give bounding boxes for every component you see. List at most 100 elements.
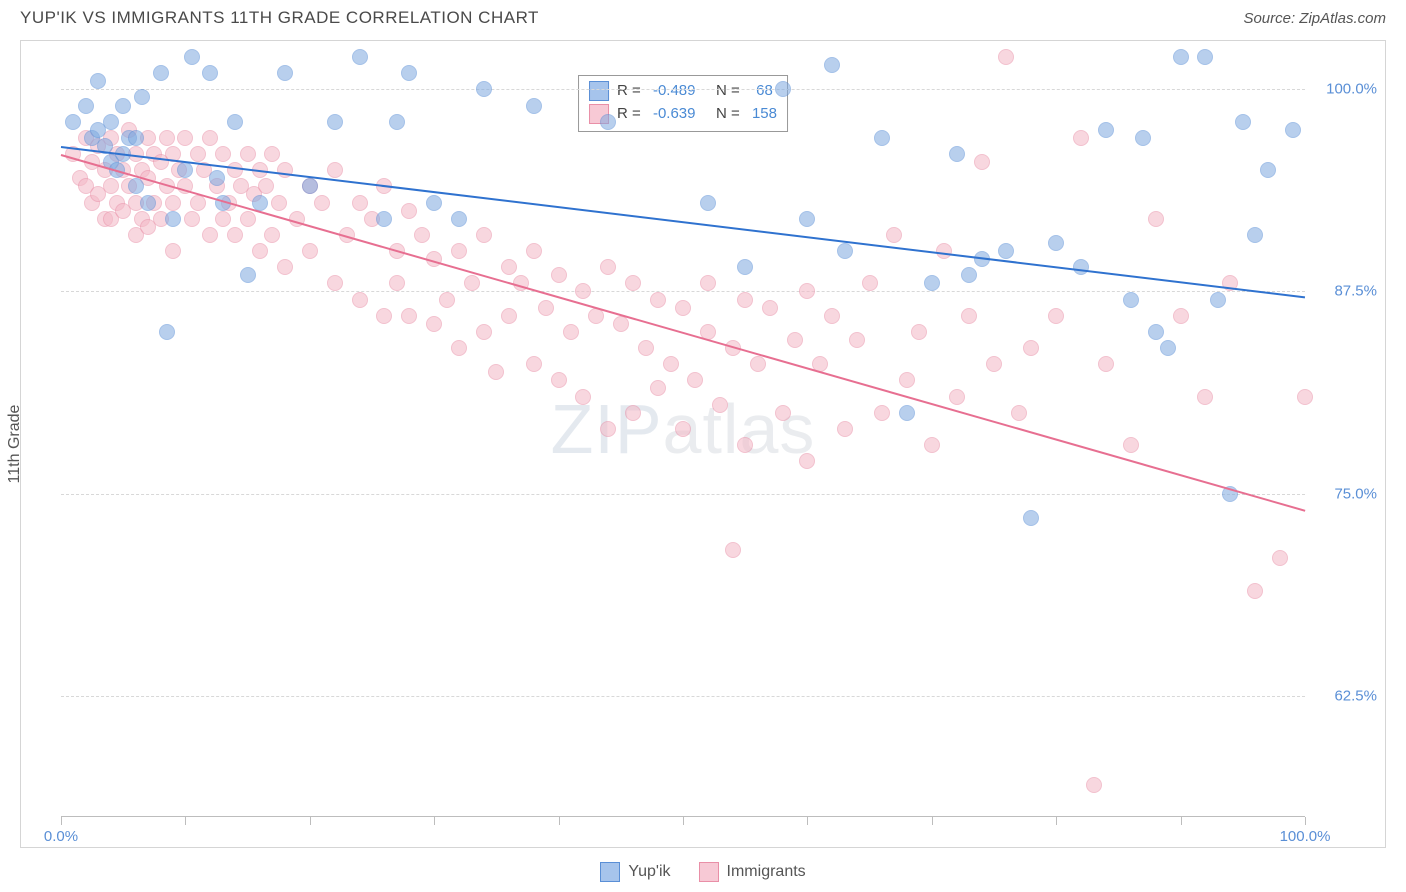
data-point [1098, 356, 1114, 372]
data-point [389, 275, 405, 291]
data-point [1023, 510, 1039, 526]
data-point [1086, 777, 1102, 793]
data-point [314, 195, 330, 211]
data-point [1197, 389, 1213, 405]
source-credit: Source: ZipAtlas.com [1243, 10, 1386, 27]
data-point [961, 267, 977, 283]
data-point [103, 178, 119, 194]
data-point [376, 308, 392, 324]
data-point [215, 146, 231, 162]
data-point [240, 267, 256, 283]
data-point [1048, 235, 1064, 251]
legend-row: R = -0.639 N = 158 [589, 103, 777, 126]
data-point [949, 146, 965, 162]
data-point [625, 405, 641, 421]
data-point [240, 211, 256, 227]
data-point [575, 389, 591, 405]
data-point [625, 275, 641, 291]
data-point [874, 405, 890, 421]
data-point [165, 243, 181, 259]
data-point [177, 162, 193, 178]
data-point [451, 211, 467, 227]
legend-n-label: N = [704, 103, 744, 126]
data-point [90, 73, 106, 89]
data-point [1247, 583, 1263, 599]
data-point [700, 195, 716, 211]
data-point [675, 300, 691, 316]
data-point [899, 372, 915, 388]
data-point [1297, 389, 1313, 405]
data-point [974, 154, 990, 170]
legend-item: Yup'ik [600, 862, 670, 882]
data-point [258, 178, 274, 194]
data-point [1135, 130, 1151, 146]
data-point [712, 397, 728, 413]
data-point [426, 195, 442, 211]
data-point [352, 195, 368, 211]
x-tick [683, 817, 684, 825]
data-point [153, 65, 169, 81]
data-point [240, 146, 256, 162]
y-tick-label: 62.5% [1313, 687, 1377, 704]
data-point [327, 114, 343, 130]
x-tick [1305, 817, 1306, 825]
data-point [476, 227, 492, 243]
data-point [202, 130, 218, 146]
data-point [1160, 340, 1176, 356]
data-point [327, 275, 343, 291]
data-point [1247, 227, 1263, 243]
data-point [476, 81, 492, 97]
legend-n-value: 68 [756, 80, 773, 103]
x-tick [932, 817, 933, 825]
data-point [526, 356, 542, 372]
data-point [464, 275, 480, 291]
chart-title: YUP'IK VS IMMIGRANTS 11TH GRADE CORRELAT… [20, 8, 539, 28]
data-point [737, 292, 753, 308]
data-point [103, 114, 119, 130]
data-point [401, 203, 417, 219]
data-point [862, 275, 878, 291]
data-point [1073, 130, 1089, 146]
data-point [1148, 211, 1164, 227]
data-point [787, 332, 803, 348]
data-point [414, 227, 430, 243]
data-point [750, 356, 766, 372]
data-point [78, 98, 94, 114]
data-point [725, 542, 741, 558]
series-legend: Yup'ik Immigrants [0, 862, 1406, 882]
data-point [128, 130, 144, 146]
data-point [426, 316, 442, 332]
legend-item-label: Immigrants [727, 863, 806, 881]
gridline [61, 291, 1305, 292]
data-point [401, 308, 417, 324]
data-point [961, 308, 977, 324]
data-point [700, 275, 716, 291]
data-point [134, 89, 150, 105]
legend-swatch-icon [699, 862, 719, 882]
data-point [849, 332, 865, 348]
data-point [775, 405, 791, 421]
data-point [65, 114, 81, 130]
data-point [874, 130, 890, 146]
x-tick-label: 0.0% [44, 828, 78, 845]
data-point [575, 283, 591, 299]
data-point [1123, 437, 1139, 453]
data-point [1173, 49, 1189, 65]
data-point [209, 170, 225, 186]
data-point [1098, 122, 1114, 138]
data-point [663, 356, 679, 372]
data-point [737, 437, 753, 453]
chart-container: 11th Grade ZIPatlas R = -0.489 N = 68 R … [20, 40, 1386, 848]
data-point [302, 178, 318, 194]
data-point [613, 316, 629, 332]
data-point [675, 421, 691, 437]
data-point [202, 65, 218, 81]
data-point [227, 227, 243, 243]
y-tick-label: 75.0% [1313, 485, 1377, 502]
data-point [501, 308, 517, 324]
data-point [886, 227, 902, 243]
data-point [650, 380, 666, 396]
x-tick [559, 817, 560, 825]
legend-swatch-icon [600, 862, 620, 882]
data-point [837, 243, 853, 259]
